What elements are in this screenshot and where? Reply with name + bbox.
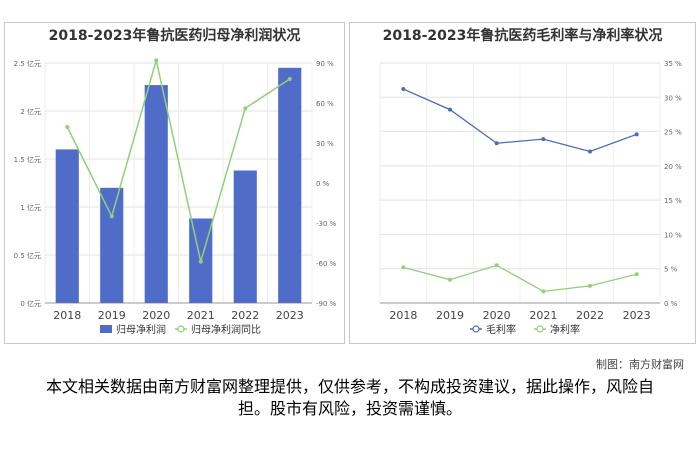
y-tick-label-left: 1 亿元: [20, 203, 41, 212]
y-tick-label-right: 90 %: [316, 60, 334, 68]
y-tick-label: 15 %: [664, 197, 682, 205]
source-note: 制图：南方财富网: [596, 358, 684, 371]
y-tick-label: 30 %: [664, 94, 682, 102]
series-line-1: [403, 264, 637, 293]
left-chart-panel: 2018-2023年鲁抗医药归母净利润状况 0 亿元 0.5 亿元 1 亿元 1.5 …: [4, 22, 345, 344]
legend-label: 归母净利润同比: [191, 323, 261, 336]
line-point: [541, 137, 546, 142]
line-point: [243, 106, 248, 111]
y-tick-label-left: 2.5 亿元: [14, 59, 41, 68]
x-tick-label: 2018: [53, 309, 81, 322]
x-tick-label: 2022: [231, 309, 259, 322]
left-chart-svg: 0 亿元 0.5 亿元 1 亿元 1.5 亿元 2 亿元 2.5 亿元 -90 % -60 %…: [14, 58, 337, 336]
y-tick-label-right: 0 %: [316, 180, 330, 188]
legend-marker: [536, 325, 544, 333]
x-tick-label: 2019: [98, 309, 126, 322]
line-point: [401, 265, 406, 270]
x-tick-label: 2018: [389, 309, 417, 322]
line-point: [634, 132, 639, 137]
y-tick-label-left: 1.5 亿元: [14, 155, 41, 164]
legend-swatch-bar: [100, 325, 112, 333]
x-tick-label: 2019: [436, 309, 464, 322]
x-tick-label: 2021: [529, 309, 557, 322]
y-tick-label: 5 %: [664, 266, 678, 274]
x-tick-label: 2021: [187, 309, 215, 322]
line-point: [588, 283, 592, 288]
line-point: [154, 58, 159, 63]
x-tick-label: 2023: [623, 309, 651, 322]
left-chart-title: 2018-2023年鲁抗医药归母净利润状况: [48, 28, 301, 44]
legend-label: 归母净利润: [116, 323, 166, 336]
y-tick-label: 10 %: [664, 231, 682, 239]
line-point: [494, 263, 499, 268]
bar: [233, 170, 257, 303]
line-point: [401, 87, 406, 92]
line-point: [494, 141, 499, 146]
y-tick-label: 20 %: [664, 163, 682, 171]
line-point: [634, 272, 639, 277]
right-chart-panel: 2018-2023年鲁抗医药毛利率与净利率状况 0 % 5 % 10 % 15 % 20…: [349, 22, 696, 344]
series-line-yoy: [66, 60, 291, 262]
y-tick-label-right: -60 %: [316, 260, 337, 268]
legend-marker: [177, 325, 185, 333]
x-tick-label: 2022: [576, 309, 604, 322]
line-point: [109, 214, 114, 219]
x-tick-label: 2020: [142, 309, 170, 322]
line-point: [588, 149, 592, 154]
legend-label: 净利率: [550, 323, 580, 336]
series-line-0: [403, 88, 637, 153]
y-tick-label: 35 %: [664, 60, 682, 68]
disclaimer-text: 本文相关数据由南方财富网整理提供，仅供参考，不构成投资建议，据此操作，风险自担。…: [45, 377, 654, 418]
line-point: [448, 277, 452, 282]
y-tick-label-left: 0 亿元: [20, 299, 41, 308]
legend-marker: [472, 325, 480, 333]
line-point: [448, 107, 452, 112]
line-point: [541, 289, 546, 294]
y-tick-label-right: 30 %: [316, 140, 334, 148]
bar: [144, 85, 168, 303]
x-tick-label: 2020: [483, 309, 511, 322]
line-point: [198, 259, 203, 264]
y-tick-label-right: -30 %: [316, 220, 337, 228]
right-chart-svg: 0 % 5 % 10 % 15 % 20 % 25 % 30 % 35 % 2018 2019 20…: [379, 60, 682, 336]
bar: [100, 187, 124, 303]
line-point: [65, 125, 70, 129]
y-tick-label-right: 60 %: [316, 100, 334, 108]
y-tick-label-left: 2 亿元: [20, 107, 41, 116]
y-tick-label-right: -90 %: [316, 300, 337, 308]
bar: [278, 67, 302, 303]
y-tick-label: 25 %: [664, 129, 682, 137]
right-chart-title: 2018-2023年鲁抗医药毛利率与净利率状况: [382, 28, 663, 44]
y-tick-label-left: 0.5 亿元: [14, 251, 41, 260]
y-tick-label: 0 %: [664, 300, 678, 308]
legend-label: 毛利率: [486, 323, 516, 336]
x-tick-label: 2023: [276, 309, 304, 322]
line-point: [287, 77, 292, 81]
bar: [55, 149, 79, 303]
